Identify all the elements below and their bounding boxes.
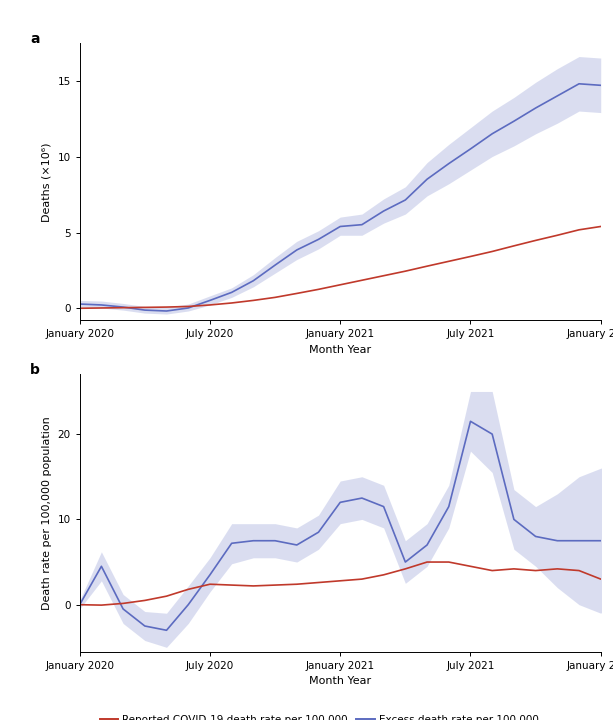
Legend: Reported COVID-19 death rate per 100,000, Excess death rate per 100,000: Reported COVID-19 death rate per 100,000… [96,711,543,720]
Y-axis label: Deaths (×10⁶): Deaths (×10⁶) [42,142,52,222]
X-axis label: Month Year: Month Year [309,676,371,686]
Text: a: a [30,32,40,46]
Text: b: b [30,364,40,377]
X-axis label: Month Year: Month Year [309,345,371,355]
Y-axis label: Death rate per 100,000 population: Death rate per 100,000 population [42,416,52,610]
Legend: Cumulative reported COVID-19 deaths, Cumulative excess deaths: Cumulative reported COVID-19 deaths, Cum… [119,379,520,398]
